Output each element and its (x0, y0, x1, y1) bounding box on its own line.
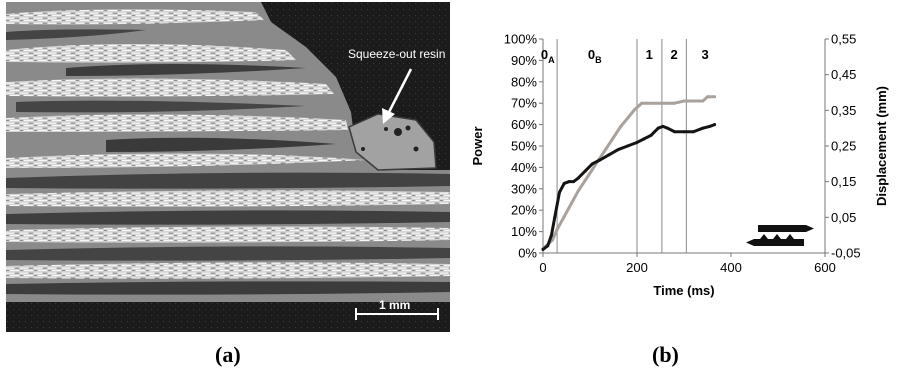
micrograph: Squeeze-out resin 1 mm (6, 2, 450, 332)
y-right-tick-label: 0,15 (831, 174, 856, 189)
data-point-right (701, 126, 705, 130)
data-point-right (607, 153, 611, 157)
data-point-right (626, 144, 630, 148)
data-point-left (590, 168, 594, 172)
data-point-right (635, 140, 639, 144)
data-point-left (569, 202, 573, 206)
y-right-tick-label: 0,05 (831, 210, 856, 225)
phase-label: 0B (588, 47, 602, 65)
data-point-right (673, 130, 677, 134)
data-point-left (604, 146, 608, 150)
data-point-right (572, 180, 576, 184)
data-point-left (555, 227, 559, 231)
data-point-left (673, 101, 677, 105)
laminate-plies (6, 9, 450, 295)
y-left-tick-label: 10% (511, 224, 537, 239)
data-point-right (691, 130, 695, 134)
scale-bar-label: 1 mm (379, 298, 410, 312)
data-point-right (562, 181, 566, 185)
annotation-arrow (382, 68, 413, 124)
y-left-tick-label: 60% (511, 117, 537, 132)
power-displacement-chart: 0A 0B 1 2 3 0%10%20%30%40%50%60%70%80%90%100… (470, 32, 889, 299)
x-tick-label: 600 (814, 260, 836, 275)
data-point-right (541, 247, 545, 251)
data-point-left (701, 99, 705, 103)
y-left-tick-label: 0% (518, 246, 537, 261)
y-left-tick-label: 40% (511, 160, 537, 175)
x-tick-label: 0 (539, 260, 546, 275)
y-left-tick-label: 30% (511, 181, 537, 196)
y-right-tick-label: 0,25 (831, 139, 856, 154)
data-point-left (626, 116, 630, 120)
scale-bar (355, 308, 439, 320)
chart-axes (539, 38, 829, 257)
y-left-tick-label: 20% (511, 203, 537, 218)
chart-series (541, 95, 717, 251)
y-axis-label-right: Displacement (mm) (874, 86, 889, 206)
data-point-right (682, 130, 686, 134)
series-line-left (541, 95, 717, 251)
data-point-left (691, 99, 695, 103)
data-point-left (562, 215, 566, 219)
data-point-right (557, 190, 561, 194)
data-point-right (567, 180, 571, 184)
data-point-left (663, 101, 667, 105)
data-point-left (706, 95, 709, 99)
y-right-tick-label: 0,35 (831, 103, 856, 118)
chart-tick-labels: 0% 10% 20% 30% 40% 50% 60% 70% 80% 90% 100% -0,05 0,… (504, 32, 861, 276)
y-right-tick-label: -0,05 (831, 246, 861, 261)
y-axis-label-left: Power (470, 126, 485, 165)
data-point-right (708, 124, 712, 128)
data-point-left (633, 108, 637, 112)
x-axis-label: Time (ms) (653, 283, 714, 298)
data-point-left (550, 238, 554, 242)
y-left-tick-label: 100% (504, 32, 538, 47)
phase-label: 1 (646, 47, 653, 62)
data-point-left (654, 101, 658, 105)
y-left-tick-label: 90% (511, 53, 537, 68)
data-point-right (642, 137, 646, 141)
phase-label: 3 (702, 47, 709, 62)
energy-director-icon (746, 225, 814, 246)
squeeze-out-label: Squeeze-out resin (348, 47, 445, 61)
data-point-right (666, 126, 670, 130)
data-point-left (640, 101, 644, 105)
y-left-tick-label: 70% (511, 96, 537, 111)
data-point-right (597, 158, 601, 162)
data-point-right (576, 176, 580, 180)
y-left-tick-label: 50% (511, 139, 537, 154)
data-point-left (619, 125, 623, 129)
data-point-left (713, 95, 717, 99)
panel-label-b: (b) (652, 342, 679, 367)
data-point-left (576, 189, 580, 193)
data-point-right (656, 126, 660, 130)
data-point-right (583, 169, 587, 173)
data-point-right (553, 215, 557, 219)
panel-label-a: (a) (215, 342, 241, 367)
data-point-left (583, 178, 587, 182)
phase-label: 2 (671, 47, 678, 62)
y-right-tick-label: 0,45 (831, 67, 856, 82)
data-point-right (649, 133, 653, 137)
x-tick-label: 200 (626, 260, 648, 275)
data-point-right (661, 124, 665, 128)
data-point-right (713, 123, 717, 127)
data-point-left (644, 101, 648, 105)
data-point-left (612, 135, 615, 139)
data-point-right (590, 162, 594, 166)
y-left-tick-label: 80% (511, 74, 537, 89)
y-right-tick-label: 0,55 (831, 32, 856, 47)
data-point-right (549, 233, 553, 237)
data-point-left (637, 103, 641, 107)
series-line-right (541, 123, 717, 251)
data-point-right (546, 244, 550, 248)
x-tick-label: 400 (720, 260, 742, 275)
data-point-left (682, 99, 686, 103)
data-point-right (616, 148, 620, 152)
